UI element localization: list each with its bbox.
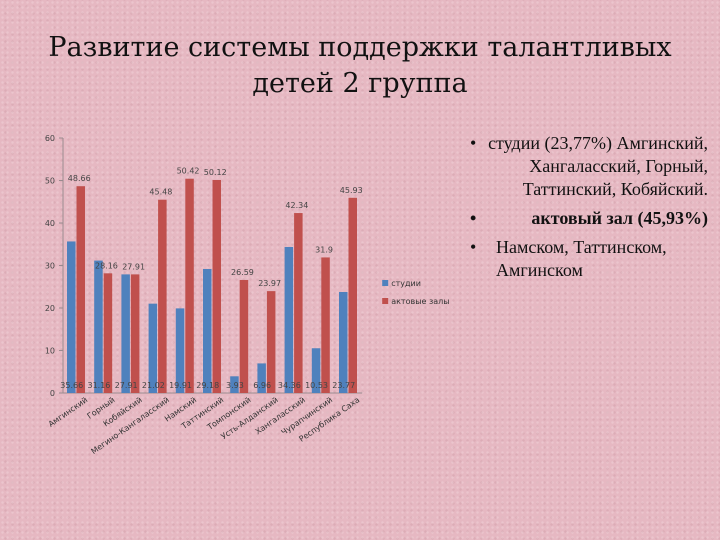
data-label-halls: 28.16 <box>95 261 118 270</box>
bar-studios <box>257 363 266 393</box>
legend-swatch <box>382 280 389 286</box>
x-axis: АмгинскийГорныйКобяйскийМегино-Кангаласс… <box>47 395 362 456</box>
bar-studios <box>311 348 321 393</box>
note-studios: • студии (23,77%) Амгинский, Хангаласский… <box>470 133 708 199</box>
data-label-halls: 45.93 <box>340 186 363 195</box>
data-label-studios: 29.18 <box>196 381 219 390</box>
note-halls-text: актовый зал (45,93%) <box>531 208 708 228</box>
data-label-halls: 27.91 <box>122 262 145 271</box>
data-label-studios: 3.93 <box>226 381 244 390</box>
data-label-studios: 10.53 <box>305 381 328 390</box>
bar-halls <box>266 291 276 393</box>
bar-studios <box>284 246 294 393</box>
data-label-studios: 21.02 <box>142 381 165 390</box>
data-label-halls: 42.34 <box>285 201 308 210</box>
note-districts: • Намском, Таттинском, Амгинском <box>470 237 667 280</box>
bar-halls <box>348 197 357 393</box>
data-label-studios: 19.91 <box>169 381 192 390</box>
bar-studios <box>230 376 239 393</box>
y-tick-label: 40 <box>45 219 55 228</box>
data-label-studios: 35.66 <box>60 381 83 390</box>
note-studios-text: студии (23,77%) Амгинский, Хангаласский,… <box>488 133 708 199</box>
bar-studios <box>203 268 212 393</box>
bar-halls <box>321 257 330 393</box>
data-label-halls: 31.9 <box>315 245 333 254</box>
legend-label: студии <box>391 279 421 288</box>
bar-studios <box>121 274 130 393</box>
data-label-halls: 50.12 <box>204 168 227 177</box>
bar-studios <box>148 303 158 393</box>
bar-halls <box>76 186 85 393</box>
data-label-halls: 26.59 <box>231 268 254 277</box>
y-tick-label: 60 <box>45 134 55 143</box>
bar-studios <box>175 308 185 393</box>
data-label-halls: 48.66 <box>68 174 91 183</box>
y-tick-label: 0 <box>50 389 55 398</box>
legend-swatch <box>382 298 389 304</box>
bar-halls <box>212 179 221 393</box>
note-halls: • актовый зал (45,93%) <box>470 208 708 228</box>
y-tick-label: 10 <box>45 347 55 356</box>
bars <box>67 178 357 393</box>
bar-studios <box>67 241 76 393</box>
slide-title: Развитие системы поддержки талантливых д… <box>0 30 720 102</box>
slide-title-line-1: Развитие системы поддержки талантливых <box>48 32 672 63</box>
bar-halls <box>294 213 303 393</box>
data-labels: 35.66 48.66 31.16 28.16 27.91 27.91 21.02 45.48… <box>60 167 362 390</box>
bar-studios <box>94 260 103 393</box>
bar-halls <box>239 279 249 393</box>
data-label-studios: 27.91 <box>115 381 138 390</box>
data-label-halls: 50.42 <box>177 167 200 176</box>
data-label-halls: 23.97 <box>258 279 281 288</box>
data-label-studios: 34.36 <box>278 381 301 390</box>
y-tick-label: 50 <box>45 177 55 186</box>
note-districts-text: Намском, Таттинском, Амгинском <box>496 237 667 280</box>
bar-halls <box>103 273 113 393</box>
bar-halls <box>185 178 194 393</box>
legend: студии актовые залы <box>382 279 450 306</box>
bar-chart: 0 10 20 30 40 50 60 35.66 48.66 31.16 28.16 27.91 2… <box>45 134 450 456</box>
category-label: Амгинский <box>47 395 90 429</box>
legend-label: актовые залы <box>391 297 449 306</box>
data-label-studios: 6.96 <box>253 381 271 390</box>
bar-halls <box>158 199 167 393</box>
y-tick-label: 20 <box>45 304 55 313</box>
bar-studios <box>339 291 348 393</box>
data-label-halls: 45.48 <box>149 188 172 197</box>
data-label-studios: 31.16 <box>87 381 110 390</box>
bar-halls <box>130 274 140 393</box>
notes-list: • студии (23,77%) Амгинский, Хангаласский… <box>470 132 708 288</box>
slide-title-line-2: детей 2 группа <box>252 68 468 99</box>
y-tick-label: 30 <box>45 262 55 271</box>
data-label-studios: 23.77 <box>332 381 355 390</box>
